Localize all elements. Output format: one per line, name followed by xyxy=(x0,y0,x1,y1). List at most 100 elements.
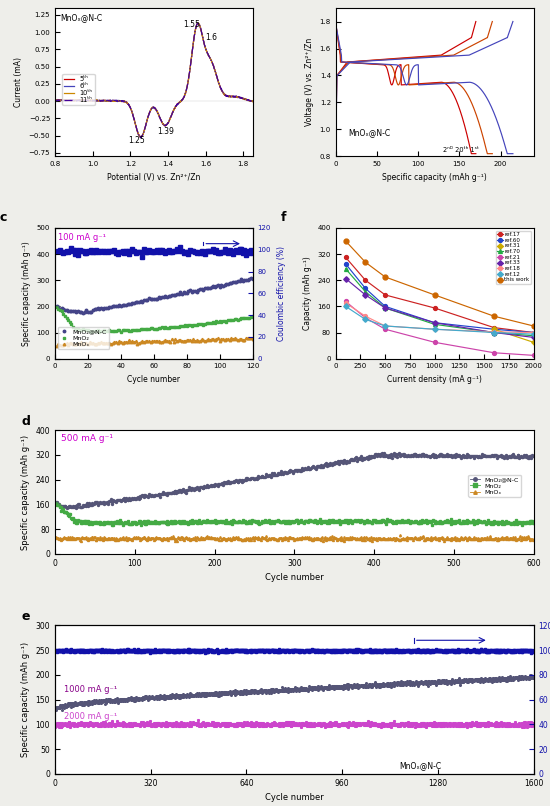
Line: 5ᵗʰ: 5ᵗʰ xyxy=(55,23,253,137)
6ᵗʰ xyxy=(52,95,58,105)
5ᵗʰ xyxy=(195,19,202,28)
ref.70 xyxy=(362,287,369,297)
6ᵗʰ xyxy=(195,19,202,28)
10ᵗʰ xyxy=(167,114,173,123)
11ᵗʰ xyxy=(178,96,184,106)
MnOₓ xyxy=(162,335,169,345)
MnO₂ xyxy=(95,326,101,335)
Text: 1000 mA g⁻¹: 1000 mA g⁻¹ xyxy=(64,685,117,694)
MnO₂@N-C xyxy=(210,281,217,291)
ref.33 xyxy=(431,318,438,327)
Text: f: f xyxy=(280,211,286,224)
ref.17 xyxy=(362,276,369,285)
Line: ref.33: ref.33 xyxy=(344,276,536,339)
ref.12 xyxy=(382,321,388,330)
ref.18 xyxy=(530,328,537,338)
Line: ref.21: ref.21 xyxy=(344,300,536,357)
ref.31 xyxy=(530,338,537,347)
MnO₂@N-C xyxy=(108,303,114,313)
Y-axis label: Current (mA): Current (mA) xyxy=(14,57,23,107)
10ᵗʰ xyxy=(250,97,256,106)
Legend: MnO₂@N-C, MnO₂, MnOₓ: MnO₂@N-C, MnO₂, MnOₓ xyxy=(58,327,109,349)
MnO₂ xyxy=(190,320,197,330)
MnOₓ xyxy=(95,339,101,348)
MnO₂ xyxy=(210,318,217,327)
X-axis label: Cycle number: Cycle number xyxy=(265,573,323,582)
ref.18 xyxy=(362,311,369,321)
ref.17 xyxy=(491,322,497,332)
MnO₂@N-C xyxy=(96,305,103,314)
5ᵗʰ xyxy=(178,96,184,106)
6ᵗʰ xyxy=(138,132,145,142)
MnO₂ xyxy=(164,322,170,332)
Legend: ref.17, ref.60, ref.31, ref.70, ref.21, ref.33, ref.18, ref.12, this work: ref.17, ref.60, ref.31, ref.70, ref.21, … xyxy=(496,231,531,284)
ref.12 xyxy=(530,330,537,339)
ref.70 xyxy=(491,328,497,338)
Line: 10ᵗʰ: 10ᵗʰ xyxy=(55,23,253,137)
ref.17 xyxy=(530,328,537,338)
5ᵗʰ xyxy=(138,132,144,142)
5ᵗʰ xyxy=(250,97,256,106)
11ᵗʰ xyxy=(222,90,229,100)
Line: this work: this work xyxy=(343,239,536,328)
MnO₂@N-C xyxy=(164,293,170,302)
11ᵗʰ xyxy=(172,102,179,112)
ref.33 xyxy=(362,290,369,300)
Y-axis label: Specific capacity (mAh g⁻¹): Specific capacity (mAh g⁻¹) xyxy=(22,241,31,346)
MnO₂ xyxy=(106,326,113,335)
11ᵗʰ xyxy=(250,96,256,106)
11ᵗʰ xyxy=(52,95,58,105)
6ᵗʰ xyxy=(172,102,179,112)
ref.12 xyxy=(362,314,369,324)
Text: 1.25: 1.25 xyxy=(129,135,145,144)
11ᵗʰ xyxy=(64,96,70,106)
Y-axis label: Voltage (V) vs. Zn²⁺/Zn: Voltage (V) vs. Zn²⁺/Zn xyxy=(305,38,314,127)
MnO₂@N-C xyxy=(250,274,256,284)
11ᵗʰ xyxy=(202,44,209,53)
6ᵗʰ xyxy=(178,96,184,106)
ref.21 xyxy=(491,348,497,358)
MnO₂ xyxy=(245,313,251,322)
5ᵗʰ xyxy=(52,95,58,105)
10ᵗʰ xyxy=(138,132,145,142)
Text: 500 mA g⁻¹: 500 mA g⁻¹ xyxy=(62,434,113,443)
X-axis label: Potential (V) vs. Zn²⁺/Zn: Potential (V) vs. Zn²⁺/Zn xyxy=(107,172,201,182)
ref.21 xyxy=(342,297,349,306)
5ᵗʰ xyxy=(167,113,173,123)
ref.21 xyxy=(431,338,438,347)
MnOₓ xyxy=(208,334,215,343)
MnO₂ xyxy=(53,301,60,311)
6ᵗʰ xyxy=(250,97,256,106)
11ᵗʰ xyxy=(167,114,173,123)
6ᵗʰ xyxy=(202,44,209,53)
ref.60 xyxy=(491,324,497,334)
ref.17 xyxy=(431,303,438,313)
X-axis label: Cycle number: Cycle number xyxy=(265,793,323,802)
Text: 2ⁿᴰ 20ᵗʰ 1ˢᵗ: 2ⁿᴰ 20ᵗʰ 1ˢᵗ xyxy=(443,147,479,152)
Line: ref.18: ref.18 xyxy=(344,301,536,334)
this work xyxy=(362,257,369,267)
ref.70 xyxy=(342,264,349,274)
MnOₓ xyxy=(246,333,253,343)
this work xyxy=(382,272,388,282)
Legend: MnO₂@N-C, MnO₂, MnOₓ: MnO₂@N-C, MnO₂, MnOₓ xyxy=(468,475,521,496)
Line: 11ᵗʰ: 11ᵗʰ xyxy=(55,23,253,138)
10ᵗʰ xyxy=(222,90,229,100)
Text: d: d xyxy=(21,415,30,428)
Line: MnO₂@N-C: MnO₂@N-C xyxy=(56,277,254,314)
ref.17 xyxy=(342,252,349,262)
ref.21 xyxy=(362,313,369,322)
X-axis label: Current density (mA g⁻¹): Current density (mA g⁻¹) xyxy=(387,375,482,384)
6ᵗʰ xyxy=(64,95,70,105)
Y-axis label: Specific capacity (mAh g⁻¹): Specific capacity (mAh g⁻¹) xyxy=(21,642,30,757)
MnO₂ xyxy=(250,311,256,321)
Text: e: e xyxy=(21,609,30,622)
this work xyxy=(342,236,349,246)
MnOₓ xyxy=(53,341,60,351)
Line: 6ᵗʰ: 6ᵗʰ xyxy=(55,23,253,137)
10ᵗʰ xyxy=(172,102,179,112)
Text: 100 mA g⁻¹: 100 mA g⁻¹ xyxy=(58,233,106,242)
Y-axis label: Capacity (mAh g⁻¹): Capacity (mAh g⁻¹) xyxy=(303,256,312,330)
ref.60 xyxy=(342,259,349,268)
10ᵗʰ xyxy=(64,95,70,105)
